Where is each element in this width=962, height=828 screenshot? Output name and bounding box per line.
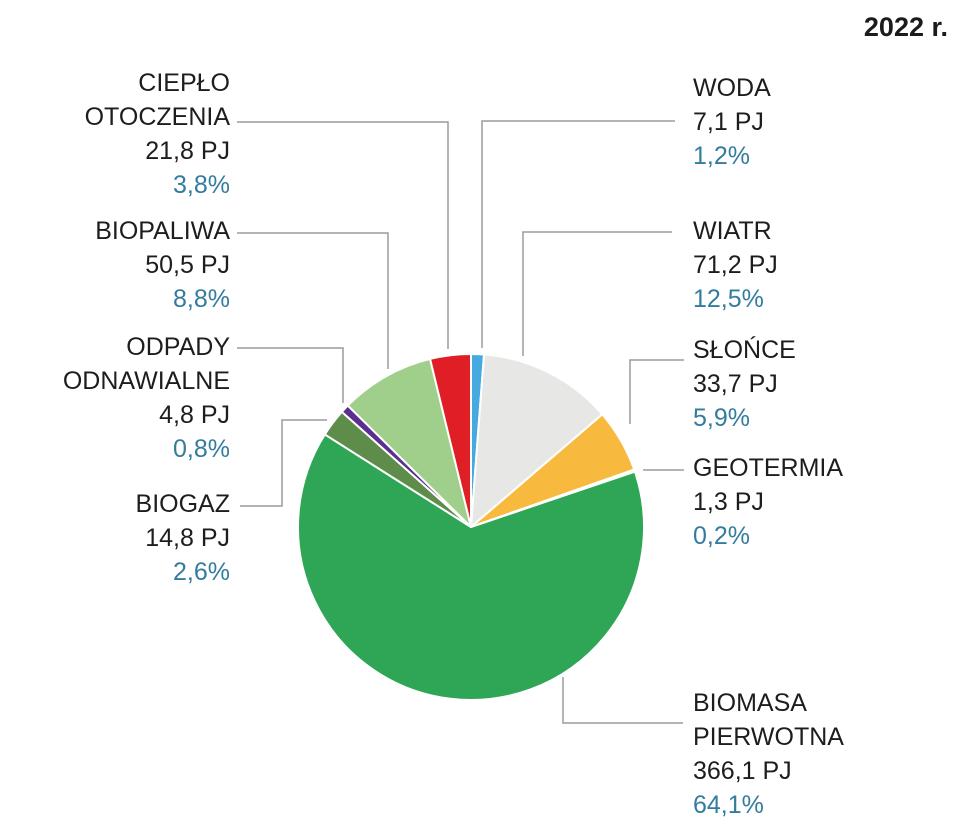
slice-percent: 64,1% [693,791,764,819]
callout-woda: WODA 7,1 PJ 1,2% [693,71,928,173]
callout-biopaliwa: BIOPALIWA 50,5 PJ 8,8% [20,214,230,316]
slice-value: 21,8 PJ [145,137,230,165]
pie-slice-biomasa-pierwotna [297,433,645,701]
callout-slonce: SŁOŃCE 33,7 PJ 5,9% [693,333,928,435]
callout-biogaz: BIOGAZ 14,8 PJ 2,6% [20,487,230,589]
slice-value: 50,5 PJ [145,251,230,279]
slice-percent: 0,8% [173,435,230,463]
slice-percent: 0,2% [693,522,750,550]
leader-line-slonce [629,359,684,424]
leader-line-odpady-odnawialne [237,347,344,403]
pie-slice-wiatr [470,353,604,528]
callout-odpady-odnawialne: ODPADY ODNAWIALNE 4,8 PJ 0,8% [20,330,230,466]
slice-value: 4,8 PJ [159,401,230,429]
slice-percent: 2,6% [173,558,230,586]
slice-value: 7,1 PJ [693,108,764,136]
slice-name: BIOMASA PIERWOTNA [693,689,844,751]
slice-value: 71,2 PJ [693,251,778,279]
leader-lines [237,120,684,724]
leader-line-wiatr [522,231,672,356]
chart-year-title: 2022 r. [863,12,948,42]
slice-percent: 3,8% [173,171,230,199]
leader-line-woda [481,120,675,348]
slice-name: GEOTERMIA [693,454,844,482]
slice-name: ODPADY ODNAWIALNE [62,333,230,395]
slice-percent: 1,2% [693,142,750,170]
callout-biomasa-pierwotna: BIOMASA PIERWOTNA 366,1 PJ 64,1% [693,686,928,822]
callout-cieplo-otoczenia: CIEPŁO OTOCZENIA 21,8 PJ 3,8% [20,66,230,202]
slice-percent: 5,9% [693,404,750,432]
leader-line-cieplo-otoczenia [237,121,449,349]
slice-value: 1,3 PJ [693,488,764,516]
slice-value: 14,8 PJ [145,524,230,552]
leader-line-biogaz [240,419,327,507]
slice-percent: 8,8% [173,285,230,313]
slice-name: WODA [693,74,771,102]
slice-name: SŁOŃCE [693,336,796,364]
slice-value: 366,1 PJ [693,757,792,785]
leader-line-biomasa-pierwotna [562,677,683,724]
slice-percent: 12,5% [693,285,764,313]
slice-name: BIOPALIWA [95,217,230,245]
slice-name: WIATR [693,217,772,245]
pie-slice-cieplo-otoczenia [429,353,472,528]
callout-geotermia: GEOTERMIA 1,3 PJ 0,2% [693,451,928,553]
slice-name: BIOGAZ [135,490,230,518]
callout-wiatr: WIATR 71,2 PJ 12,5% [693,214,928,316]
leader-line-biopaliwa [237,232,389,369]
slice-name: CIEPŁO OTOCZENIA [84,69,230,131]
pie-slices [297,352,645,701]
slice-value: 33,7 PJ [693,370,778,398]
